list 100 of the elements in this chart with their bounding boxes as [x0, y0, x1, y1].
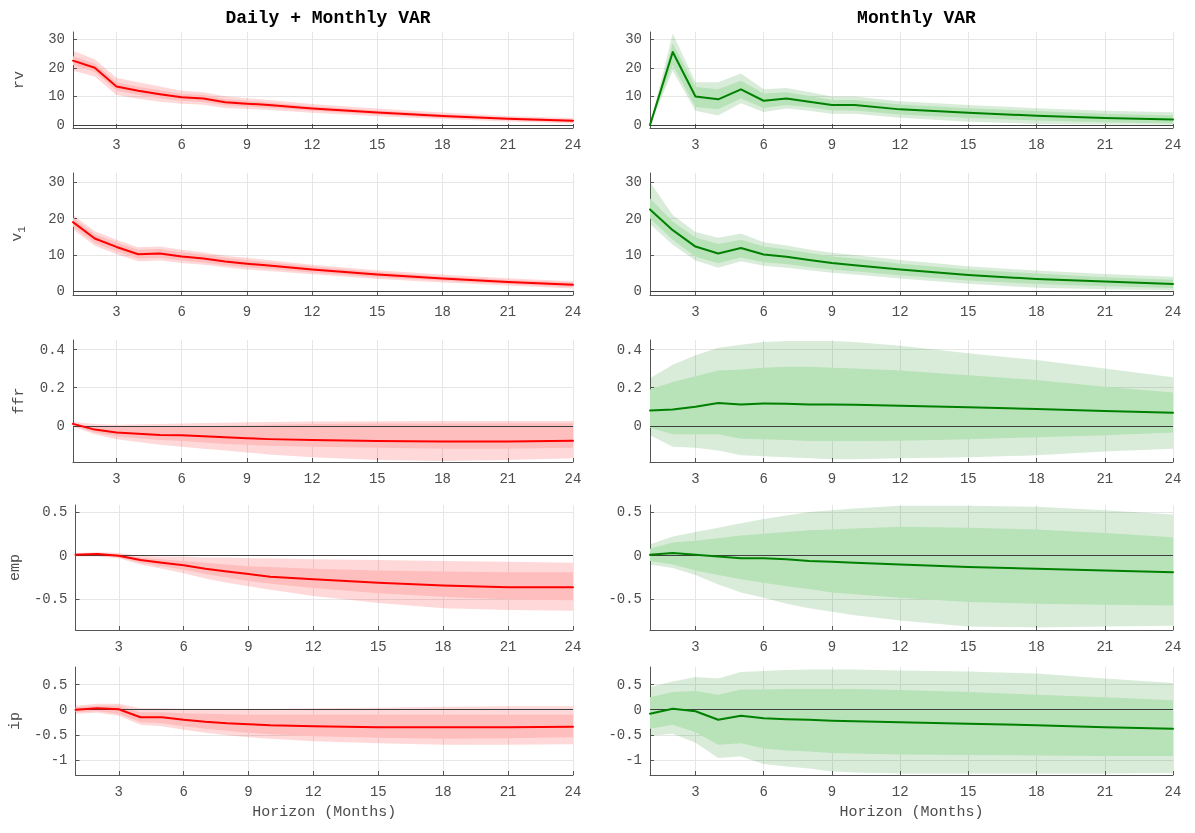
x-tick-label: 3 [691, 784, 700, 800]
y-tick-label: 0 [59, 547, 68, 564]
x-tick-label: 21 [499, 304, 517, 320]
chart-title: Monthly VAR [857, 8, 977, 28]
x-tick-label: 21 [1096, 471, 1114, 487]
y-tick-label: 0.4 [39, 341, 65, 358]
y-tick-label: -0.5 [608, 591, 642, 608]
line-series [72, 422, 574, 443]
x-tick-label: 6 [179, 639, 188, 655]
x-tick-label: 24 [1164, 137, 1182, 153]
y-tick-label: -0.5 [608, 726, 642, 743]
x-tick-label: 18 [434, 304, 451, 320]
x-tick-label: 9 [242, 304, 252, 320]
x-tick-label: 21 [1096, 784, 1114, 800]
y-tick-label: -0.5 [33, 726, 68, 743]
x-tick-label: 24 [1164, 304, 1182, 320]
x-tick-label: 9 [827, 471, 837, 487]
y-tick-label: 10 [625, 246, 642, 263]
x-tick-label: 12 [891, 784, 909, 800]
line-series [649, 707, 1174, 730]
x-tick-label: 24 [564, 784, 582, 800]
x-tick-label: 15 [959, 471, 977, 487]
x-tick-label: 3 [112, 137, 121, 153]
x-tick-label: 9 [244, 639, 253, 655]
y-tick-label: 0 [633, 547, 642, 564]
x-tick-label: 12 [891, 137, 909, 153]
y-tick-label: 0.5 [616, 503, 642, 520]
x-tick-label: 6 [177, 471, 186, 487]
x-tick-label: 6 [759, 137, 768, 153]
x-tick-label: 3 [691, 304, 700, 320]
y-tick-label: 0 [56, 283, 65, 300]
y-axis-title: rv [11, 70, 28, 90]
y-tick-label: 10 [625, 88, 642, 105]
y-tick-label: 0.5 [616, 676, 642, 693]
x-tick-label: 9 [242, 137, 252, 153]
y-axis-title: ffr [11, 387, 28, 415]
chart-title: Daily + Monthly VAR [225, 8, 431, 28]
y-tick-label: 0.5 [42, 676, 68, 693]
x-tick-label: 18 [1028, 639, 1045, 655]
x-tick-label: 18 [434, 137, 451, 153]
line-series [74, 707, 574, 729]
y-tick-label: 0.5 [42, 503, 68, 520]
x-tick-label: 15 [959, 639, 977, 655]
x-tick-label: 6 [759, 784, 768, 800]
x-tick-label: 18 [434, 471, 451, 487]
x-tick-label: 3 [691, 471, 700, 487]
x-tick-label: 15 [368, 137, 386, 153]
y-tick-label: 0 [56, 117, 65, 134]
x-tick-label: 3 [112, 471, 121, 487]
x-tick-label: 6 [179, 784, 188, 800]
y-axis-title: ip [7, 711, 24, 731]
x-tick-label: 24 [1164, 471, 1182, 487]
x-tick-label: 18 [1028, 471, 1045, 487]
y-tick-label: 30 [625, 174, 642, 191]
x-tick-label: 12 [891, 471, 909, 487]
x-tick-label: 9 [827, 304, 837, 320]
x-tick-label: 18 [1028, 137, 1045, 153]
x-tick-label: 6 [759, 639, 768, 655]
x-tick-label: 21 [499, 639, 517, 655]
x-tick-label: 15 [368, 471, 386, 487]
x-tick-label: 3 [114, 639, 123, 655]
x-axis-title: Horizon (Months) [839, 804, 984, 821]
x-tick-label: 15 [368, 304, 386, 320]
x-tick-label: 21 [499, 784, 517, 800]
x-tick-label: 21 [1096, 304, 1114, 320]
x-tick-label: 12 [891, 304, 909, 320]
y-axis-title: emp [7, 553, 24, 582]
x-tick-label: 24 [564, 471, 582, 487]
x-tick-label: 9 [827, 639, 837, 655]
x-tick-label: 6 [759, 304, 768, 320]
x-tick-label: 3 [691, 639, 700, 655]
x-tick-label: 15 [369, 639, 387, 655]
x-tick-label: 12 [303, 304, 321, 320]
y-tick-label: 20 [48, 210, 65, 227]
y-axis-title: v1 [9, 225, 28, 242]
x-tick-label: 24 [564, 304, 582, 320]
line-series [649, 552, 1174, 574]
x-tick-label: 9 [242, 471, 252, 487]
x-tick-label: 9 [827, 784, 837, 800]
y-tick-label: 20 [625, 59, 642, 76]
x-tick-label: 15 [959, 137, 977, 153]
x-tick-label: 9 [827, 137, 837, 153]
y-tick-label: -1 [625, 751, 642, 768]
x-tick-label: 6 [177, 304, 186, 320]
y-tick-label: 20 [48, 59, 65, 76]
x-tick-label: 18 [434, 784, 452, 800]
x-tick-label: 18 [1028, 304, 1045, 320]
x-tick-label: 24 [1164, 639, 1182, 655]
y-tick-label: 0 [633, 417, 642, 434]
y-tick-label: 0 [633, 283, 642, 300]
x-tick-label: 24 [1164, 784, 1182, 800]
x-tick-label: 21 [499, 137, 517, 153]
x-tick-label: 9 [244, 784, 253, 800]
y-tick-label: 0 [59, 701, 68, 718]
x-tick-label: 24 [564, 639, 582, 655]
x-tick-label: 15 [369, 784, 387, 800]
line-series [74, 552, 574, 589]
y-tick-label: 0 [633, 701, 642, 718]
y-tick-label: 20 [625, 210, 642, 227]
x-tick-label: 6 [177, 137, 186, 153]
